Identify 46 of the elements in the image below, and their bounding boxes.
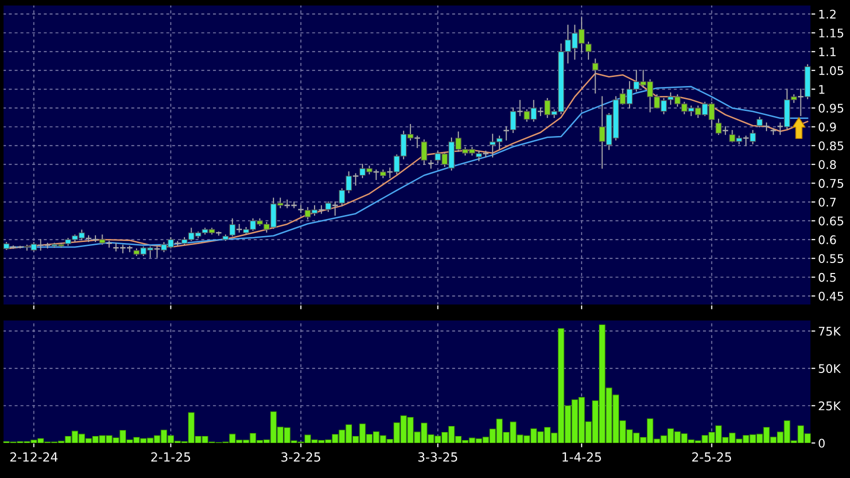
y-tick-label: 0.9	[818, 122, 836, 132]
candlestick	[352, 173, 360, 186]
y-tick-label: 0	[818, 438, 825, 448]
candlestick	[236, 224, 243, 233]
candlestick	[386, 168, 394, 178]
y-tick-label: 0.65	[818, 216, 844, 226]
y-tick-label: 0.85	[818, 141, 844, 150]
candlestick	[215, 232, 222, 236]
y-tick-label: 50K	[818, 364, 841, 374]
candlestick	[482, 150, 490, 158]
y-tick-label: 0.45	[818, 292, 844, 301]
candlestick	[297, 205, 304, 214]
y-tick-label: 1.2	[819, 10, 836, 19]
y-tick-label: 1	[819, 85, 824, 94]
candlestick	[332, 201, 339, 216]
candlestick	[585, 42, 592, 60]
candlestick	[592, 58, 598, 94]
x-tick-label: 2-5-25	[692, 452, 732, 462]
x-tick-label: 3-3-25	[418, 452, 458, 462]
candlestick	[797, 88, 804, 116]
x-tick-label: 2-1-25	[151, 452, 190, 462]
y-tick-label: 0.75	[818, 178, 844, 188]
candlestick	[722, 126, 729, 135]
y-tick-label: 1.05	[819, 66, 844, 76]
y-tick-label: 1.1	[819, 47, 836, 56]
y-tick-label: 75K	[818, 326, 841, 336]
x-tick-label: 2-12-24	[10, 452, 58, 462]
candlestick	[742, 136, 750, 146]
y-tick-label: 0.8	[818, 160, 836, 170]
candlestick	[372, 169, 380, 180]
y-tick-label: 0.5	[818, 272, 836, 282]
candlestick	[516, 100, 524, 116]
x-tick-label: 3-2-25	[281, 452, 320, 462]
y-tick-label: 1.15	[819, 28, 844, 38]
y-tick-label: 0.7	[818, 198, 836, 207]
candlestick	[776, 122, 784, 135]
candlestick	[502, 126, 510, 141]
y-tick-label: 25K	[818, 401, 841, 410]
candlestick	[414, 136, 421, 148]
y-tick-label: 0.95	[818, 104, 844, 113]
candlestick	[318, 205, 325, 214]
candlestick	[154, 246, 160, 258]
x-tick-label: 1-4-25	[562, 452, 601, 462]
candlestick	[421, 139, 428, 165]
y-tick-label: 0.6	[818, 235, 836, 244]
y-tick-label: 0.55	[818, 254, 844, 264]
